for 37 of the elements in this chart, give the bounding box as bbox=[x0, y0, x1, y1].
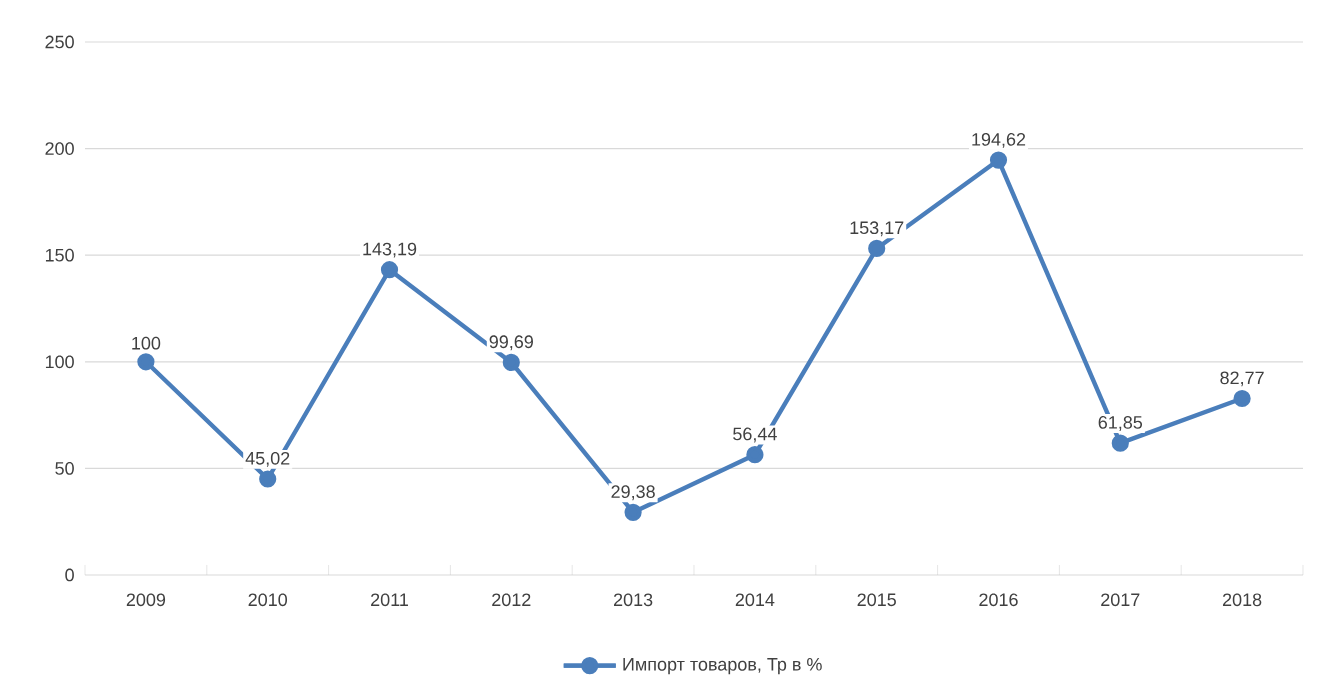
x-tick-label: 2018 bbox=[1222, 593, 1262, 607]
x-tick-label: 2009 bbox=[126, 593, 166, 607]
x-tick-label: 2016 bbox=[979, 593, 1018, 607]
data-label: 99,69 bbox=[489, 335, 533, 351]
x-tick-label: 2015 bbox=[857, 593, 896, 607]
point bbox=[259, 470, 277, 488]
y-tick-label: 100 bbox=[45, 355, 74, 369]
y-tick-label: 200 bbox=[45, 142, 74, 155]
x-tick-label: 2017 bbox=[1101, 593, 1140, 607]
y-tick-label: 50 bbox=[55, 462, 74, 475]
data-label: 143,19 bbox=[363, 242, 417, 258]
data-label: 194,62 bbox=[972, 132, 1026, 148]
data-label: 29,38 bbox=[611, 485, 655, 501]
legend-label: Импорт товаров, Тр в % bbox=[623, 658, 822, 675]
x-tick-label: 2014 bbox=[735, 593, 775, 607]
data-label: 45,02 bbox=[245, 451, 290, 467]
y-tick-label: 0 bbox=[65, 568, 74, 582]
data-label: 82,77 bbox=[1220, 371, 1264, 387]
data-label: 61,85 bbox=[1098, 416, 1143, 431]
point bbox=[1233, 389, 1251, 408]
x-tick-label: 2011 bbox=[371, 593, 408, 607]
y-tick-label: 250 bbox=[45, 35, 74, 49]
y-tick-label: 150 bbox=[45, 248, 74, 262]
data-label: 56,44 bbox=[733, 427, 777, 443]
data-label: 100 bbox=[132, 336, 161, 350]
data-label: 153,17 bbox=[850, 221, 904, 237]
point bbox=[746, 446, 764, 464]
point bbox=[624, 503, 642, 521]
point bbox=[868, 239, 886, 258]
point bbox=[502, 353, 520, 372]
point bbox=[380, 261, 399, 279]
point bbox=[989, 151, 1008, 169]
x-tick-label: 2010 bbox=[248, 593, 288, 607]
point bbox=[137, 353, 155, 371]
x-tick-label: 2013 bbox=[613, 593, 653, 607]
x-tick-label: 2012 bbox=[492, 593, 531, 607]
point bbox=[1111, 434, 1129, 452]
